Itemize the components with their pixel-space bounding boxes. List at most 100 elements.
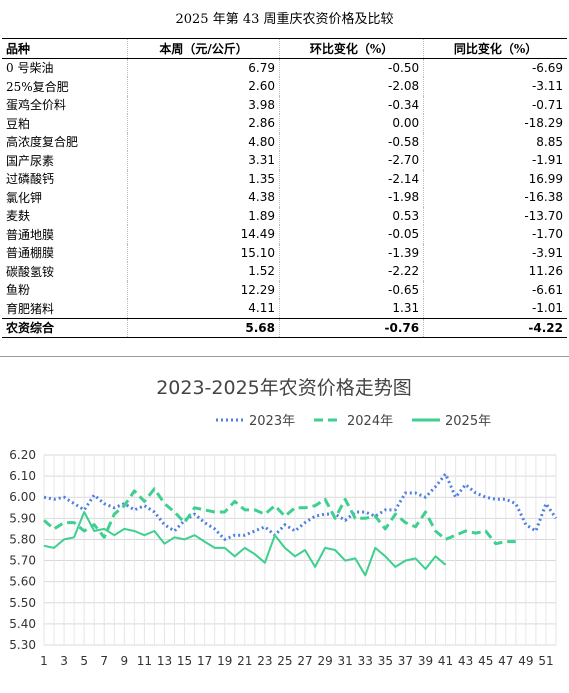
x-tick-label: 11 <box>137 654 152 668</box>
cell-mom: -0.65 <box>278 280 424 299</box>
cell-variety: 育肥猪料 <box>6 301 55 316</box>
cell-price: 2.60 <box>127 77 280 96</box>
header-mom-change: 环比变化（%） <box>278 38 424 59</box>
table-row: 鱼粉 12.29 -0.65 -6.61 <box>2 280 567 299</box>
x-tick-label: 39 <box>418 654 433 668</box>
cell-variety: 豆粕 <box>6 116 31 131</box>
cell-mom: 1.31 <box>278 299 424 318</box>
cell-yoy: 16.99 <box>423 169 567 188</box>
table-row: 国产尿素 3.31 -2.70 -1.91 <box>2 151 567 170</box>
table-row: 蛋鸡全价料 3.98 -0.34 -0.71 <box>2 95 567 114</box>
price-trend-chart: 2023-2025年农资价格走势图 2023年 2024年 2025年 6.206.… <box>9 377 558 668</box>
x-tick-label: 45 <box>478 654 493 668</box>
cell-mom: -2.08 <box>278 77 424 96</box>
cell-price: 1.52 <box>127 262 280 281</box>
cell-yoy: 8.85 <box>423 132 567 151</box>
cell-price: 3.31 <box>127 151 280 170</box>
cell-yoy: -0.71 <box>423 95 567 114</box>
table-row: 高浓度复合肥 4.80 -0.58 8.85 <box>2 132 567 151</box>
x-tick-label: 13 <box>157 654 172 668</box>
x-tick-label: 3 <box>60 654 68 668</box>
cell-yoy: -1.91 <box>423 151 567 170</box>
table-title: 2025 年第 43 周重庆农资价格及比较 <box>175 12 394 27</box>
cell-price: 5.68 <box>127 317 280 338</box>
cell-variety: 麦麸 <box>6 209 31 224</box>
x-tick-label: 23 <box>257 654 272 668</box>
legend-label: 2025年 <box>445 414 491 429</box>
cell-yoy: -3.91 <box>423 243 567 262</box>
cell-price: 3.98 <box>127 95 280 114</box>
cell-mom: -2.70 <box>278 151 424 170</box>
cell-yoy: -18.29 <box>423 114 567 133</box>
y-axis: 6.20 6.10 6.00 5.90 5.80 5.70 5.60 5.50 5.40 5.30 <box>9 448 36 652</box>
table-row: 氯化钾 4.38 -1.98 -16.38 <box>2 188 567 207</box>
x-tick-label: 1 <box>40 654 48 668</box>
cell-price: 2.86 <box>127 114 280 133</box>
table-row: 豆粕 2.86 0.00 -18.29 <box>2 114 567 133</box>
x-tick-label: 5 <box>80 654 88 668</box>
x-tick-label: 43 <box>458 654 473 668</box>
price-table: 品种 本周（元/公斤） 环比变化（%） 同比变化（%） 0 号柴油 6.79 -0.… <box>2 38 567 338</box>
x-tick-label: 9 <box>120 654 128 668</box>
table-row: 碳酸氢铵 1.52 -2.22 11.26 <box>2 262 567 281</box>
y-tick-label: 5.80 <box>9 532 36 546</box>
table-row: 普通棚膜 15.10 -1.39 -3.91 <box>2 243 567 262</box>
cell-variety: 过磷酸钙 <box>6 172 55 187</box>
section-divider <box>0 356 569 357</box>
cell-yoy: -16.38 <box>423 188 567 207</box>
x-tick-label: 29 <box>317 654 332 668</box>
cell-yoy: -6.69 <box>423 58 567 77</box>
chart-series <box>43 472 558 577</box>
cell-variety: 普通地膜 <box>6 227 55 242</box>
x-tick-label: 25 <box>277 654 292 668</box>
cell-variety: 高浓度复合肥 <box>6 135 79 150</box>
cell-price: 6.79 <box>127 58 280 77</box>
cell-mom: -1.39 <box>278 243 424 262</box>
y-tick-label: 5.40 <box>9 617 36 631</box>
cell-price: 4.80 <box>127 132 280 151</box>
cell-yoy: 11.26 <box>423 262 567 281</box>
cell-variety: 25%复合肥 <box>6 79 69 94</box>
cell-mom: -1.98 <box>278 188 424 207</box>
cell-variety: 国产尿素 <box>6 153 55 168</box>
x-axis: 1 3 5 7 9 11 13 15 17 19 21 23 25 27 29 31 33 35 37 39 41 43 4… <box>40 654 553 668</box>
x-tick-label: 15 <box>177 654 192 668</box>
cell-yoy: -6.61 <box>423 280 567 299</box>
cell-price: 1.35 <box>127 169 280 188</box>
table-row: 25%复合肥 2.60 -2.08 -3.11 <box>2 77 567 96</box>
cell-mom: -2.22 <box>278 262 424 281</box>
cell-variety: 0 号柴油 <box>6 61 54 76</box>
x-tick-label: 33 <box>358 654 373 668</box>
y-tick-label: 6.20 <box>9 448 36 462</box>
cell-mom: -0.50 <box>278 58 424 77</box>
cell-mom: -0.34 <box>278 95 424 114</box>
cell-variety: 普通棚膜 <box>6 246 55 261</box>
x-tick-label: 17 <box>197 654 212 668</box>
cell-price: 14.49 <box>127 225 280 244</box>
y-tick-label: 5.90 <box>9 511 36 525</box>
cell-mom: -0.76 <box>278 317 424 338</box>
cell-mom: -0.58 <box>278 132 424 151</box>
y-tick-label: 5.50 <box>9 596 36 610</box>
table-row: 育肥猪料 4.11 1.31 -1.01 <box>2 299 567 318</box>
x-tick-label: 7 <box>100 654 108 668</box>
y-tick-label: 6.10 <box>9 469 36 483</box>
cell-yoy: -3.11 <box>423 77 567 96</box>
table-total-row: 农资综合 5.68 -0.76 -4.22 <box>2 317 567 338</box>
y-tick-label: 6.00 <box>9 490 36 504</box>
y-tick-label: 5.30 <box>9 638 36 652</box>
cell-mom: 0.53 <box>278 206 424 225</box>
x-tick-label: 37 <box>398 654 413 668</box>
cell-variety: 氯化钾 <box>6 190 43 205</box>
chart-title: 2023-2025年农资价格走势图 <box>156 377 412 399</box>
cell-price: 4.38 <box>127 188 280 207</box>
table-row: 麦麸 1.89 0.53 -13.70 <box>2 206 567 225</box>
cell-yoy: -1.01 <box>423 299 567 318</box>
cell-price: 15.10 <box>127 243 280 262</box>
chart-grid <box>43 454 557 646</box>
y-tick-label: 5.70 <box>9 554 36 568</box>
cell-yoy: -1.70 <box>423 225 567 244</box>
table-header-row: 品种 本周（元/公斤） 环比变化（%） 同比变化（%） <box>2 38 567 59</box>
legend-label: 2024年 <box>347 414 393 429</box>
x-tick-label: 47 <box>498 654 513 668</box>
